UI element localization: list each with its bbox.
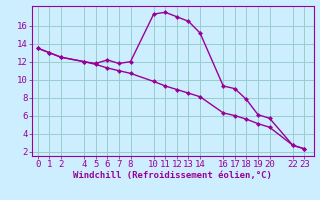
X-axis label: Windchill (Refroidissement éolien,°C): Windchill (Refroidissement éolien,°C) (73, 171, 272, 180)
